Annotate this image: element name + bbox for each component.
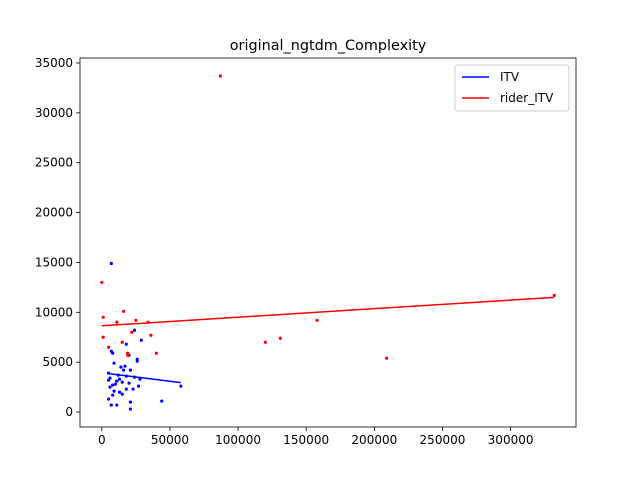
data-point-itv-40 (115, 403, 119, 407)
data-point-itv-12 (122, 368, 126, 372)
data-point-itv-11 (119, 365, 123, 369)
data-point-rider-itv-4 (101, 315, 105, 319)
data-point-rider-itv-16 (154, 351, 158, 355)
chart-title: original_ngtdm_Complexity (230, 38, 427, 54)
y-tick-label-0: 0 (65, 405, 73, 419)
data-point-rider-itv-15 (107, 345, 111, 349)
data-point-itv-41 (128, 407, 133, 411)
data-point-itv-26 (111, 383, 115, 387)
y-tick-label-4: 20000 (35, 206, 73, 220)
data-point-itv-0 (109, 261, 113, 266)
data-point-itv-22 (115, 379, 119, 383)
data-point-itv-13 (128, 368, 133, 372)
data-point-itv-30 (124, 387, 128, 391)
data-point-itv-9 (112, 361, 116, 365)
y-tick-label-1: 5000 (42, 355, 73, 369)
plot-frame (79, 57, 577, 428)
data-point-itv-2 (139, 338, 143, 342)
data-point-rider-itv-9 (130, 330, 134, 334)
data-point-rider-itv-6 (115, 320, 119, 324)
data-point-rider-itv-5 (134, 318, 138, 322)
data-point-itv-21 (107, 378, 111, 382)
y-tick-label-2: 10000 (35, 305, 73, 319)
fit-line-rider-itv (101, 296, 555, 327)
y-tick-label-3: 15000 (35, 255, 73, 269)
data-point-itv-33 (117, 390, 122, 394)
y-tick-label-6: 30000 (35, 106, 73, 120)
x-tick-label-2: 100000 (215, 433, 261, 447)
data-point-itv-10 (123, 364, 127, 368)
x-tick-label-5: 250000 (420, 433, 466, 447)
y-tick-label-7: 35000 (35, 56, 73, 70)
data-point-itv-39 (109, 403, 113, 407)
legend-label-rider-itv: rider_ITV (500, 91, 554, 105)
data-point-itv-23 (120, 380, 124, 384)
y-tick-label-5: 25000 (35, 156, 73, 170)
data-point-itv-28 (179, 384, 183, 388)
data-point-itv-24 (127, 381, 131, 385)
data-point-itv-25 (113, 382, 118, 386)
data-point-itv-19 (117, 377, 122, 381)
data-point-itv-35 (111, 393, 115, 397)
data-point-itv-36 (107, 397, 111, 401)
chart-legend: ITV rider_ITV (454, 64, 570, 112)
data-point-itv-34 (120, 392, 124, 396)
x-tick-label-6: 300000 (488, 433, 534, 447)
data-point-itv-27 (136, 384, 141, 388)
data-point-rider-itv-13 (263, 340, 267, 344)
fit-line-itv (108, 372, 181, 384)
data-point-itv-5 (111, 351, 115, 355)
data-point-rider-itv-8 (315, 318, 319, 322)
data-point-rider-itv-10 (149, 333, 153, 337)
plot-marks (100, 74, 556, 411)
x-tick-label-4: 200000 (351, 433, 397, 447)
data-point-itv-38 (128, 400, 133, 404)
data-point-rider-itv-19 (384, 356, 389, 360)
data-point-itv-29 (108, 385, 112, 389)
data-point-rider-itv-3 (552, 293, 556, 297)
data-point-rider-itv-18 (126, 353, 130, 357)
data-point-itv-32 (112, 389, 116, 393)
data-point-itv-37 (160, 399, 164, 403)
data-point-itv-1 (132, 328, 137, 332)
data-point-itv-31 (131, 387, 135, 391)
x-tick-label-3: 150000 (283, 433, 329, 447)
x-tick-label-0: 0 (98, 433, 106, 447)
data-point-rider-itv-0 (218, 74, 222, 78)
x-tick-label-1: 50000 (151, 433, 189, 447)
data-point-rider-itv-11 (101, 335, 105, 339)
data-point-rider-itv-2 (122, 309, 126, 313)
data-point-itv-8 (135, 359, 139, 363)
data-point-rider-itv-12 (120, 340, 124, 344)
data-point-rider-itv-1 (100, 280, 104, 284)
data-point-itv-3 (124, 342, 128, 346)
plot-axes: 0 50000 100000 150000 200000 250000 300000 0 500… (35, 56, 577, 447)
legend-label-itv: ITV (500, 70, 520, 84)
data-point-rider-itv-14 (278, 336, 282, 340)
